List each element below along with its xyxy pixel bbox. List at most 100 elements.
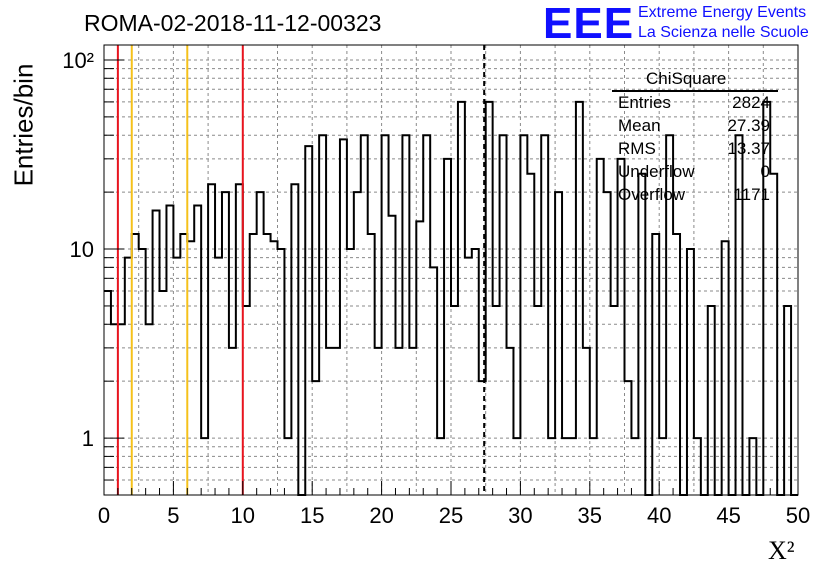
histogram-bin [132,234,139,495]
histogram-bin [708,306,715,495]
histogram-bin [333,348,340,495]
marker-lines-layer [116,45,486,495]
histogram-bin [430,267,437,495]
stat-row-underflow: Underflow 0 [618,162,770,184]
histogram-bin [493,306,500,495]
histogram-bin [722,241,729,495]
histogram-bin [222,192,229,495]
histogram-bin [590,438,597,495]
histogram-bin [465,258,472,495]
histogram-bin [361,135,368,495]
logo-line-2: La Scienza nelle Scuole [638,24,809,41]
histogram-bin [451,306,458,495]
x-tick-label: 5 [167,503,179,528]
histogram-bin [208,184,215,495]
histogram-bin [389,216,396,495]
histogram-bin [187,241,194,495]
histogram-bin [284,438,291,495]
histogram-bin [271,241,278,495]
stats-divider [612,90,778,92]
histogram-bin [118,324,125,495]
x-tick-label: 30 [508,503,532,528]
histogram-bin [652,234,659,495]
histogram-bin [625,381,632,495]
histogram-bin [201,438,208,495]
stat-value: 27.39 [727,116,770,135]
histogram-bin [784,306,791,495]
stat-label: Entries [618,93,671,112]
histogram-bin [638,174,645,495]
histogram-bin [180,234,187,495]
histogram-bin [569,438,576,495]
histogram-bin [146,324,153,495]
histogram-bin [173,258,180,495]
histogram-bin [194,205,201,495]
histogram-bin [319,135,326,495]
histogram-bin [139,249,146,495]
histogram-bin [312,381,319,495]
stat-label: Mean [618,116,661,135]
histogram-bin [340,139,347,495]
histogram-bin [416,221,423,495]
histogram-bin [104,291,111,495]
histogram-bin [291,184,298,495]
histogram-bin [597,159,604,495]
histogram-bin [749,438,756,495]
histogram-bin [111,324,118,495]
histogram-bin [125,258,132,495]
y-tick-label: 1 [82,426,94,451]
x-tick-label: 15 [300,503,324,528]
stat-value: 0 [760,162,770,181]
histogram-bin [257,192,264,495]
histogram-bin [382,135,389,495]
y-axis-label: Entries/bin [8,63,39,187]
histogram-bin [611,306,618,495]
stats-title: ChiSquare [646,69,727,88]
x-tick-label: 20 [369,503,393,528]
histogram-bin [326,348,333,495]
histogram-bin [229,348,236,495]
histogram-bin [534,306,541,495]
x-tick-label: 0 [98,503,110,528]
y-axis-label-box: Entries/bin [4,60,44,190]
logo-line-1: Extreme Energy Events [638,4,807,21]
stat-label: Overflow [618,185,686,204]
histogram-bin [507,348,514,495]
stat-value: 13.37 [727,139,770,158]
histogram-bin [278,249,285,495]
histogram-bin [402,135,409,495]
histogram-bin [437,438,444,495]
x-tick-label: 45 [716,503,740,528]
x-tick-label: 40 [647,503,671,528]
histogram-bin [548,438,555,495]
histogram-bin [770,174,777,495]
histogram-bin [472,249,479,495]
histogram-bin [250,234,257,495]
histogram-bin [368,234,375,495]
histogram-bin [347,249,354,495]
histogram-bin [458,102,465,495]
histogram-bin [395,348,402,495]
histogram-bin [160,291,167,495]
stat-row-rms: RMS 13.37 [618,139,770,161]
histogram-bin [687,249,694,495]
x-axis-label: X² [768,536,795,565]
histogram-bin [527,174,534,495]
histogram-bin [694,438,701,495]
histogram-bin [166,205,173,495]
histogram-bin [618,159,625,495]
histogram-bin [243,306,250,495]
histogram-bin [264,234,271,495]
chart-title: ROMA-02-2018-11-12-00323 [84,10,382,36]
histogram-bin [513,438,520,495]
histogram-bin [409,348,416,495]
histogram-bin [215,258,222,495]
histogram-bin [500,135,507,495]
histogram-bin [659,438,666,495]
stat-row-entries: Entries 2824 [618,93,770,115]
histogram-bin [153,210,160,495]
histogram-bin [486,102,493,495]
histogram-bin [305,146,312,495]
stat-label: RMS [618,139,656,158]
